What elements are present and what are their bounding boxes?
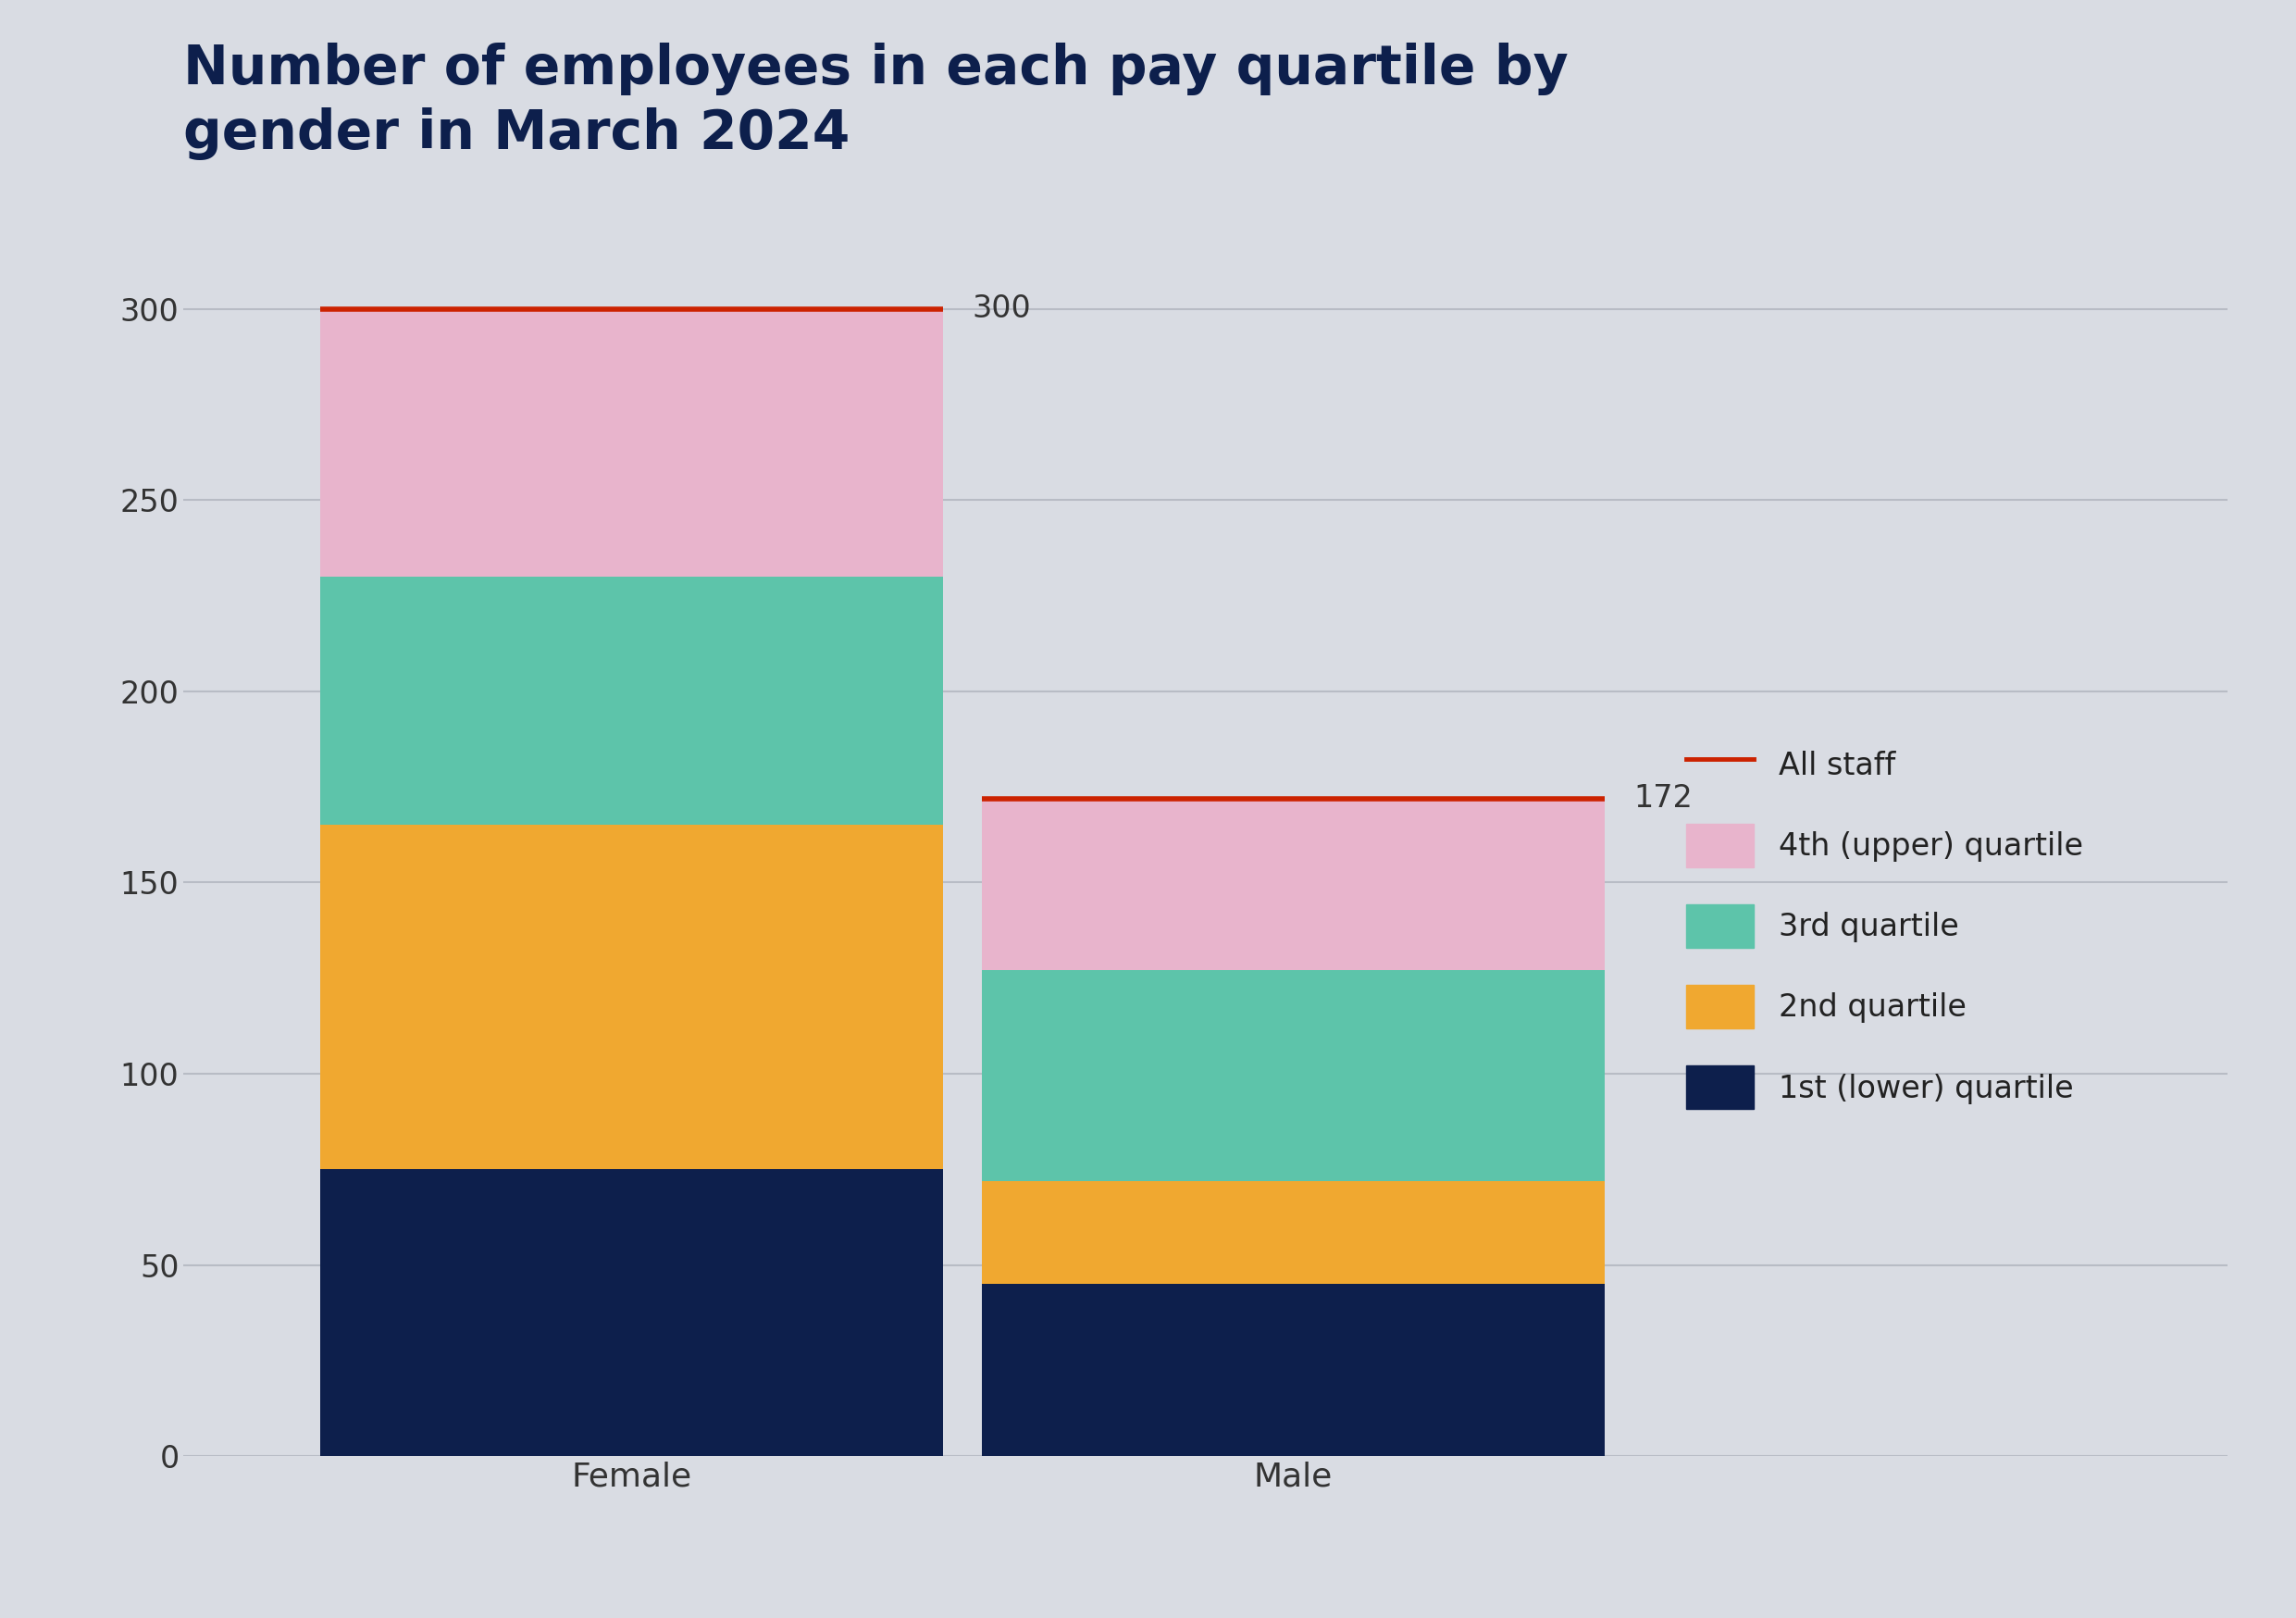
Legend: All staff, 4th (upper) quartile, 3rd quartile, 2nd quartile, 1st (lower) quartil: All staff, 4th (upper) quartile, 3rd qua… bbox=[1671, 728, 2099, 1125]
Text: 300: 300 bbox=[971, 293, 1031, 324]
Bar bbox=[983, 798, 1605, 971]
Bar bbox=[319, 1170, 944, 1456]
Bar bbox=[983, 1181, 1605, 1285]
Bar bbox=[319, 576, 944, 825]
Bar bbox=[983, 1285, 1605, 1456]
Bar bbox=[319, 309, 944, 576]
Text: 172: 172 bbox=[1632, 783, 1692, 814]
Bar bbox=[319, 825, 944, 1170]
Text: Number of employees in each pay quartile by
gender in March 2024: Number of employees in each pay quartile… bbox=[184, 42, 1568, 160]
Bar bbox=[983, 971, 1605, 1181]
